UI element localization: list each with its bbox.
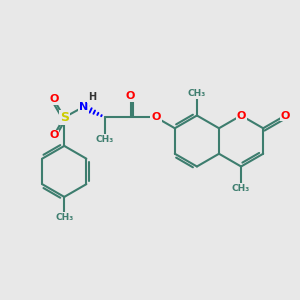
Text: O: O (49, 94, 58, 104)
Text: S: S (60, 111, 69, 124)
Text: H: H (88, 92, 96, 102)
Text: CH₃: CH₃ (96, 135, 114, 144)
Text: N: N (79, 102, 88, 112)
Text: CH₃: CH₃ (55, 213, 74, 222)
Text: O: O (126, 91, 135, 101)
Text: O: O (236, 110, 246, 121)
Text: O: O (280, 110, 290, 121)
Text: CH₃: CH₃ (232, 184, 250, 193)
Text: CH₃: CH₃ (188, 89, 206, 98)
Text: O: O (152, 112, 161, 122)
Text: O: O (49, 130, 58, 140)
